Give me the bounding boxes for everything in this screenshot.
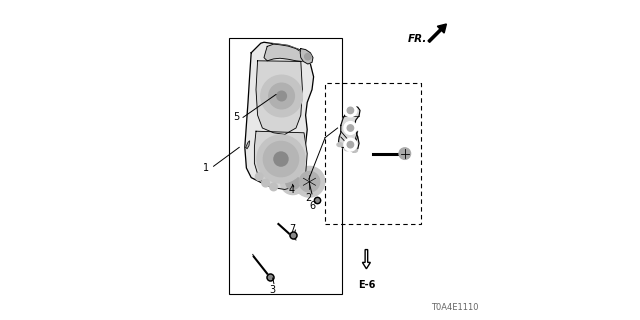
Circle shape <box>285 175 300 189</box>
Circle shape <box>255 173 263 180</box>
Circle shape <box>294 166 325 197</box>
Circle shape <box>280 170 305 195</box>
Circle shape <box>347 107 353 114</box>
Circle shape <box>305 53 311 60</box>
Text: 2: 2 <box>306 193 312 204</box>
Polygon shape <box>245 42 314 187</box>
Circle shape <box>399 148 411 159</box>
Circle shape <box>344 104 357 117</box>
FancyArrow shape <box>362 250 371 269</box>
Polygon shape <box>246 141 250 149</box>
FancyArrow shape <box>428 24 447 42</box>
Text: 5: 5 <box>234 112 240 122</box>
Text: E-6: E-6 <box>358 280 375 290</box>
Bar <box>229 38 342 294</box>
Circle shape <box>277 91 287 101</box>
Circle shape <box>347 141 353 148</box>
Text: 7: 7 <box>290 224 296 234</box>
Text: 6: 6 <box>309 201 315 212</box>
Text: 3: 3 <box>269 284 275 295</box>
Text: 1: 1 <box>204 163 209 173</box>
Ellipse shape <box>344 147 350 151</box>
Circle shape <box>261 75 303 117</box>
Circle shape <box>270 183 278 191</box>
Polygon shape <box>256 61 302 134</box>
Text: FR.: FR. <box>408 34 428 44</box>
Circle shape <box>300 172 320 192</box>
Polygon shape <box>254 131 307 189</box>
Circle shape <box>344 138 357 151</box>
Text: T0A4E1110: T0A4E1110 <box>431 303 479 312</box>
Circle shape <box>269 83 294 109</box>
Text: 4: 4 <box>288 185 294 196</box>
Circle shape <box>262 179 269 187</box>
Polygon shape <box>339 106 360 152</box>
Circle shape <box>347 125 353 131</box>
Circle shape <box>264 141 299 177</box>
Bar <box>325 83 421 224</box>
Circle shape <box>257 135 305 183</box>
Circle shape <box>344 122 357 134</box>
Polygon shape <box>264 44 306 61</box>
Circle shape <box>274 152 288 166</box>
Polygon shape <box>300 49 313 64</box>
Ellipse shape <box>337 143 343 147</box>
Ellipse shape <box>352 148 357 152</box>
